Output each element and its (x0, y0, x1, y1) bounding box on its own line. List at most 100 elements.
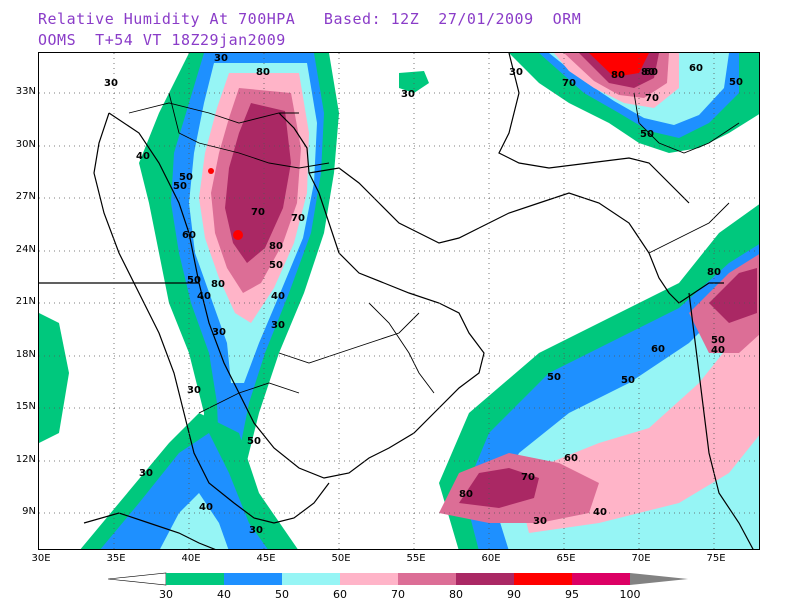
contour-label: 30 (271, 320, 285, 331)
contour-label: 50 (711, 335, 725, 346)
contour-label: 60 (644, 67, 658, 78)
humidity-peak-90 (208, 168, 214, 174)
humidity-peak-90 (233, 230, 243, 240)
colorbar-swatch (282, 573, 340, 585)
colorbar-tick-label: 30 (159, 588, 173, 601)
colorbar-tick-label: 40 (217, 588, 231, 601)
colorbar-tick-label: 80 (449, 588, 463, 601)
lon-label: 35E (106, 553, 126, 564)
colorbar-tick-label: 50 (275, 588, 289, 601)
contour-label: 50 (621, 375, 635, 386)
contour-label: 80 (611, 70, 625, 81)
contour-label: 60 (689, 63, 703, 74)
humidity-region-30 (39, 313, 69, 443)
lat-label: 33N (15, 86, 36, 97)
colorbar-low-arrow (108, 572, 167, 586)
lon-label: 75E (706, 553, 726, 564)
colorbar-swatch (224, 573, 282, 585)
lon-label: 60E (481, 553, 501, 564)
colorbar-swatch (340, 573, 398, 585)
lon-label: 70E (631, 553, 651, 564)
lon-label: 50E (331, 553, 351, 564)
colorbar-tick-label: 100 (619, 588, 641, 601)
chart-subtitle: OOMS T+54 VT 18Z29jan2009 (38, 31, 286, 49)
contour-label: 30 (104, 78, 118, 89)
lon-label: 30E (31, 553, 51, 564)
humidity-region-50 (160, 493, 229, 549)
lat-label: 15N (15, 401, 36, 412)
borders (128, 92, 740, 414)
colorbar-swatch (456, 573, 514, 585)
contour-label: 80 (211, 279, 225, 290)
contour-label: 40 (711, 345, 725, 356)
contour-label: 40 (136, 151, 150, 162)
lat-label: 27N (15, 191, 36, 202)
colorbar-tick-label: 60 (333, 588, 347, 601)
lon-label: 45E (256, 553, 276, 564)
contour-label: 30 (212, 327, 226, 338)
humidity-region-30 (399, 71, 429, 93)
colorbar-swatch (572, 573, 630, 585)
contour-label: 40 (593, 507, 607, 518)
lon-label: 65E (556, 553, 576, 564)
contour-label: 50 (729, 77, 743, 88)
colorbar-swatch (166, 573, 224, 585)
humidity-region-80 (709, 268, 757, 323)
contour-label: 30 (533, 516, 547, 527)
map-canvas: 30 30 30 30 40 50 50 60 70 70 80 80 80 5… (39, 53, 759, 549)
colorbar-swatch (514, 573, 572, 585)
humidity-region-40 (100, 433, 268, 549)
humidity-region-80 (225, 103, 291, 263)
colorbar-swatch (398, 573, 456, 585)
colorbar-swatches (166, 573, 688, 585)
humidity-peak-90 (589, 53, 649, 77)
contour-label: 80 (256, 67, 270, 78)
contour-labels: 30 30 30 30 40 50 50 60 70 70 80 80 80 5… (104, 53, 743, 536)
contour-label: 70 (562, 78, 576, 89)
contour-label: 30 (187, 385, 201, 396)
contour-label: 50 (187, 275, 201, 286)
lat-label: 24N (15, 244, 36, 255)
contour-label: 40 (199, 502, 213, 513)
contour-label: 70 (251, 207, 265, 218)
humidity-map: 30 30 30 30 40 50 50 60 70 70 80 80 80 5… (38, 52, 760, 550)
lat-label: 21N (15, 296, 36, 307)
graticule (39, 53, 759, 549)
contour-label: 50 (247, 436, 261, 447)
lat-label: 30N (15, 139, 36, 150)
contour-label: 80 (459, 489, 473, 500)
contour-label: 70 (291, 213, 305, 224)
contour-label: 30 (249, 525, 263, 536)
lat-label: 12N (15, 454, 36, 465)
contour-label: 30 (509, 67, 523, 78)
contour-label: 70 (521, 472, 535, 483)
contour-label: 50 (179, 172, 193, 183)
contour-label: 30 (401, 89, 415, 100)
humidity-colorbar (108, 572, 688, 586)
contour-label: 70 (645, 93, 659, 104)
contour-label: 80 (269, 241, 283, 252)
contour-label: 60 (564, 453, 578, 464)
contour-label: 50 (269, 260, 283, 271)
lat-label: 9N (22, 506, 36, 517)
contour-label: 60 (182, 230, 196, 241)
colorbar-tick-label: 95 (565, 588, 579, 601)
colorbar-swatch (630, 573, 688, 585)
chart-title: Relative Humidity At 700HPA Based: 12Z 2… (38, 10, 582, 28)
contour-label: 80 (707, 267, 721, 278)
contour-label: 50 (547, 372, 561, 383)
contour-label: 30 (214, 53, 228, 64)
contour-label: 60 (651, 344, 665, 355)
contour-label: 50 (173, 181, 187, 192)
colorbar-tick-label: 90 (507, 588, 521, 601)
contour-label: 50 (640, 129, 654, 140)
lat-label: 18N (15, 349, 36, 360)
colorbar-tick-label: 70 (391, 588, 405, 601)
contour-label: 40 (197, 291, 211, 302)
lon-label: 40E (181, 553, 201, 564)
humidity-region-80 (459, 468, 539, 508)
contour-label: 30 (139, 468, 153, 479)
lon-label: 55E (406, 553, 426, 564)
contour-label: 80 (641, 67, 655, 78)
contour-label: 40 (271, 291, 285, 302)
